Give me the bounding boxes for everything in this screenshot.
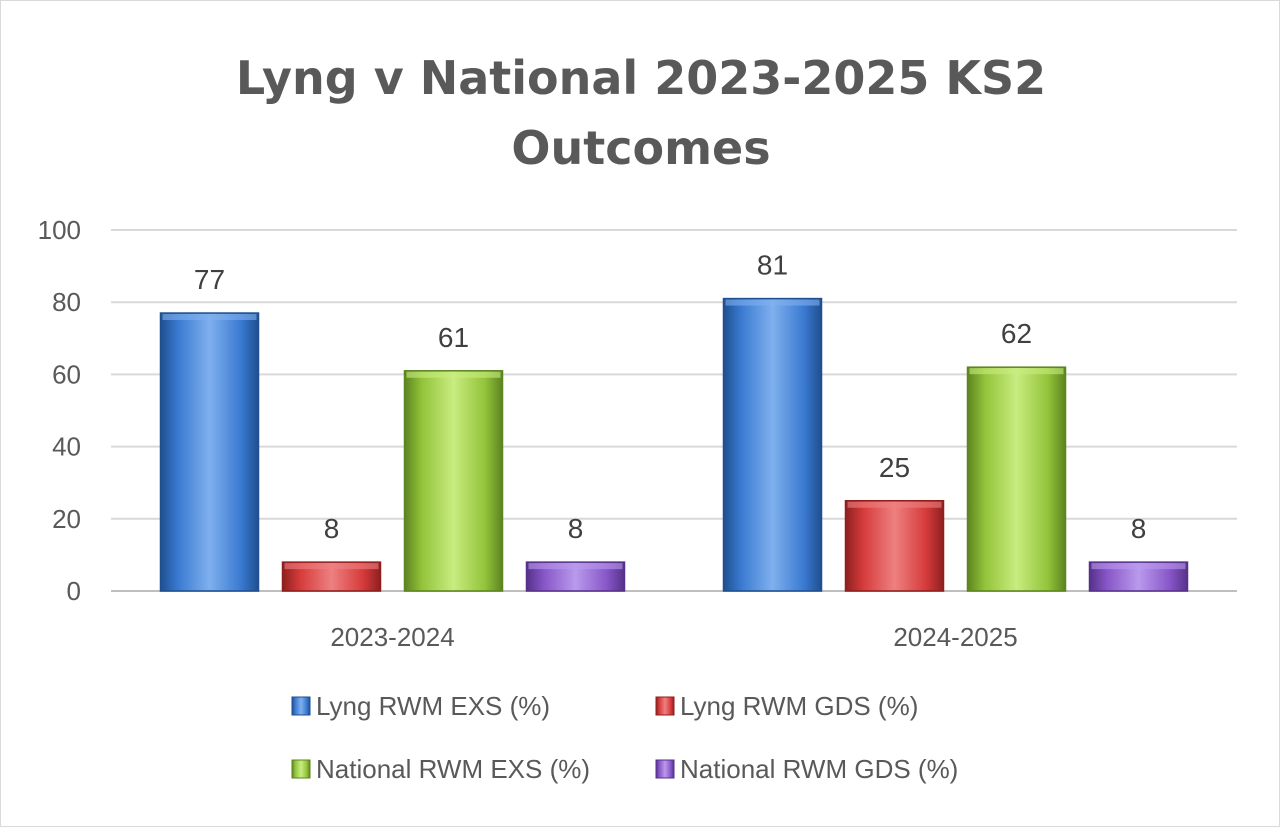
legend-label-Lyng RWM GDS (%): Lyng RWM GDS (%) [680,691,918,721]
bar-bevel-2024-2025-Lyng RWM EXS (%) [725,299,820,306]
bars [159,297,1189,592]
chart-title-line-2: Outcomes [511,121,770,175]
y-tick-label-100: 100 [38,215,81,245]
y-tick-label-80: 80 [52,287,81,317]
y-tick-label-0: 0 [67,576,81,606]
legend-label-National RWM GDS (%): National RWM GDS (%) [680,754,958,784]
category-label-2024-2025: 2024-2025 [893,622,1017,652]
legend-item-Lyng RWM EXS (%): Lyng RWM EXS (%) [291,691,550,721]
data-label-2023-2024-National RWM GDS (%): 8 [568,513,584,544]
data-label-2023-2024-Lyng RWM GDS (%): 8 [324,513,340,544]
y-tick-label-60: 60 [52,359,81,389]
data-label-2024-2025-National RWM EXS (%): 62 [1001,318,1032,349]
data-label-2023-2024-Lyng RWM EXS (%): 77 [194,264,225,295]
bar-bevel-2023-2024-National RWM GDS (%) [528,563,623,570]
legend-item-National RWM EXS (%): National RWM EXS (%) [291,754,590,784]
bar-bevel-2024-2025-National RWM GDS (%) [1091,563,1186,570]
legend-swatch-National RWM EXS (%) [291,759,311,779]
data-labels: 77 8 61 8 81 25 62 8 [194,250,1146,545]
data-label-2024-2025-Lyng RWM GDS (%): 25 [879,452,910,483]
category-label-2023-2024: 2023-2024 [330,622,454,652]
bar-bevel-2023-2024-Lyng RWM GDS (%) [284,563,379,570]
bar-2024-2025-National RWM EXS (%) [966,366,1067,592]
bar-bevel-2024-2025-National RWM EXS (%) [969,368,1064,375]
legend-swatch-Lyng RWM EXS (%) [291,696,311,716]
data-label-2023-2024-National RWM EXS (%): 61 [438,322,469,353]
bar-2023-2024-National RWM EXS (%) [403,370,504,592]
y-tick-label-20: 20 [52,504,81,534]
bar-bevel-2024-2025-Lyng RWM GDS (%) [847,501,942,508]
y-tick-label-40: 40 [52,432,81,462]
bar-bevel-2023-2024-Lyng RWM EXS (%) [162,314,257,321]
bar-2024-2025-Lyng RWM EXS (%) [722,297,823,592]
gridlines [111,229,1237,592]
bar-2024-2025-Lyng RWM GDS (%) [844,500,945,592]
legend: Lyng RWM EXS (%) Lyng RWM GDS (%) National… [291,691,958,784]
chart-title-line-1: Lyng v National 2023-2025 KS2 [236,51,1046,105]
legend-label-Lyng RWM EXS (%): Lyng RWM EXS (%) [316,691,550,721]
y-axis-ticks: 0 20 40 60 80 100 [38,215,81,606]
legend-label-National RWM EXS (%): National RWM EXS (%) [316,754,590,784]
bar-bevel-2023-2024-National RWM EXS (%) [406,371,501,378]
legend-item-National RWM GDS (%): National RWM GDS (%) [655,754,958,784]
data-label-2024-2025-Lyng RWM EXS (%): 81 [757,250,788,281]
legend-swatch-Lyng RWM GDS (%) [655,696,675,716]
legend-item-Lyng RWM GDS (%): Lyng RWM GDS (%) [655,691,918,721]
data-label-2024-2025-National RWM GDS (%): 8 [1131,513,1147,544]
category-labels: 2023-2024 2024-2025 [330,622,1017,652]
legend-swatch-National RWM GDS (%) [655,759,675,779]
bar-2023-2024-Lyng RWM EXS (%) [159,312,260,592]
